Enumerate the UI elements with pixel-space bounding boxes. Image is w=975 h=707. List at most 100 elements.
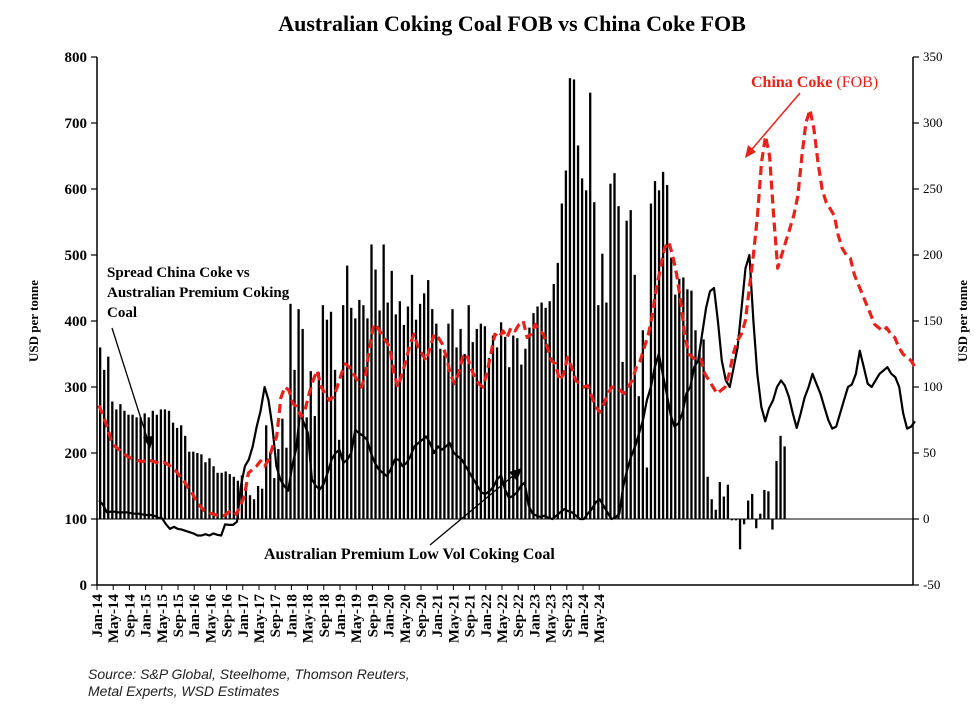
spread-bar — [666, 185, 669, 520]
spread-bar — [455, 347, 458, 519]
spread-bar — [649, 203, 653, 519]
x-tick-label: May-17 — [252, 594, 268, 644]
spread-bar — [512, 335, 515, 519]
spread-bar — [394, 314, 397, 519]
y-axis-title-right: USD per tonne — [955, 280, 970, 362]
x-tick-label: May-20 — [398, 594, 414, 643]
spread-bar — [483, 326, 487, 519]
spread-bar — [532, 313, 535, 519]
spread-bar — [301, 328, 304, 519]
x-tick-label: Sep-22 — [511, 594, 527, 637]
spread-bar — [524, 348, 527, 519]
spread-bar — [378, 310, 381, 519]
spread-bar — [240, 475, 244, 519]
spread-bar — [313, 416, 316, 519]
y-tick-label-right: 200 — [923, 247, 943, 262]
chart-title: Australian Coking Coal FOB vs China Coke… — [278, 11, 746, 36]
spread-bar — [321, 305, 325, 519]
spread-bar — [135, 417, 138, 519]
annotation-spread-arrow — [111, 327, 151, 448]
spread-bar — [734, 519, 738, 521]
x-tick-label: Jan-17 — [236, 594, 252, 638]
spread-bar — [382, 244, 385, 519]
spread-bar — [783, 446, 786, 519]
spread-bar — [629, 210, 632, 519]
spread-bar — [204, 462, 207, 519]
spread-bar — [402, 324, 406, 519]
spread-bar — [564, 170, 568, 519]
spread-bar — [556, 262, 559, 519]
spread-bar — [548, 301, 551, 519]
spread-bar — [674, 294, 677, 519]
spread-bar — [552, 284, 555, 519]
spread-bar — [601, 253, 604, 519]
spread-bar — [508, 367, 511, 519]
spread-bar — [309, 371, 312, 519]
spread-bar — [269, 451, 272, 519]
spread-bar — [232, 476, 235, 519]
spread-bar — [641, 330, 644, 519]
spread-bar — [196, 453, 199, 519]
spread-bar — [714, 509, 717, 519]
spread-bar — [220, 472, 223, 519]
x-tick-label: May-21 — [446, 594, 462, 643]
spread-bar — [342, 305, 345, 519]
price-lines — [97, 108, 917, 537]
spread-bar — [317, 372, 320, 519]
spread-bars — [99, 78, 786, 550]
spread-bar — [127, 414, 130, 519]
y-tick-label-right: 100 — [923, 379, 943, 394]
spread-bar — [443, 355, 446, 519]
spread-bar — [305, 417, 308, 519]
y-tick-label-left: 100 — [65, 512, 88, 528]
spread-bar — [609, 183, 612, 519]
spread-bar — [252, 499, 256, 519]
spread-bar — [273, 478, 276, 519]
annotation-spread-arrowhead — [143, 436, 154, 449]
spread-bar — [244, 483, 248, 519]
spread-bar — [277, 449, 280, 519]
y-axis-title-left: USD per tonne — [26, 280, 41, 362]
x-tick-label: Jan-15 — [139, 594, 155, 637]
spread-bar — [504, 336, 507, 519]
x-tick-label: May-18 — [301, 594, 317, 643]
spread-bar — [459, 328, 462, 519]
spread-bar — [755, 519, 758, 529]
australian-coal-line — [98, 253, 916, 537]
annotation-coal-arrowhead — [509, 468, 522, 481]
spread-bar — [435, 323, 438, 519]
spread-bar — [289, 303, 292, 519]
x-tick-label: Sep-23 — [560, 594, 576, 637]
spread-bar — [742, 519, 746, 525]
spread-bar — [423, 293, 426, 519]
spread-bar — [536, 306, 539, 519]
spread-bar — [329, 311, 333, 519]
x-tick-label: Jan-20 — [382, 594, 398, 637]
spread-bar — [722, 496, 725, 519]
spread-bar — [617, 206, 620, 519]
y-tick-label-left: 700 — [65, 116, 88, 132]
spread-bar — [147, 417, 150, 519]
spread-bar — [256, 486, 260, 519]
y-tick-label-right: 350 — [923, 49, 943, 64]
spread-bar — [212, 466, 215, 519]
annotation-spread-label: Spread China Coke vs — [107, 265, 250, 281]
spread-bar — [410, 274, 414, 519]
spread-bar — [151, 410, 154, 519]
spread-bar — [694, 330, 697, 519]
spread-bar — [779, 435, 782, 519]
spread-bar — [228, 474, 231, 519]
spread-bar — [698, 350, 701, 519]
spread-bar — [111, 401, 114, 519]
y-tick-label-right: 250 — [923, 181, 943, 196]
x-tick-label: Jan-19 — [333, 594, 349, 637]
annotations: Spread China Coke vs Australian Premium C… — [107, 74, 878, 563]
x-tick-label: Sep-17 — [268, 594, 284, 638]
spread-bar — [155, 414, 158, 519]
y-tick-label-left: 500 — [65, 248, 88, 264]
spread-bar — [418, 303, 422, 519]
x-tick-label: May-22 — [495, 594, 511, 643]
x-tick-label: Jan-18 — [284, 594, 300, 637]
y-tick-label-right: 300 — [923, 115, 943, 130]
spread-bar — [390, 270, 393, 519]
